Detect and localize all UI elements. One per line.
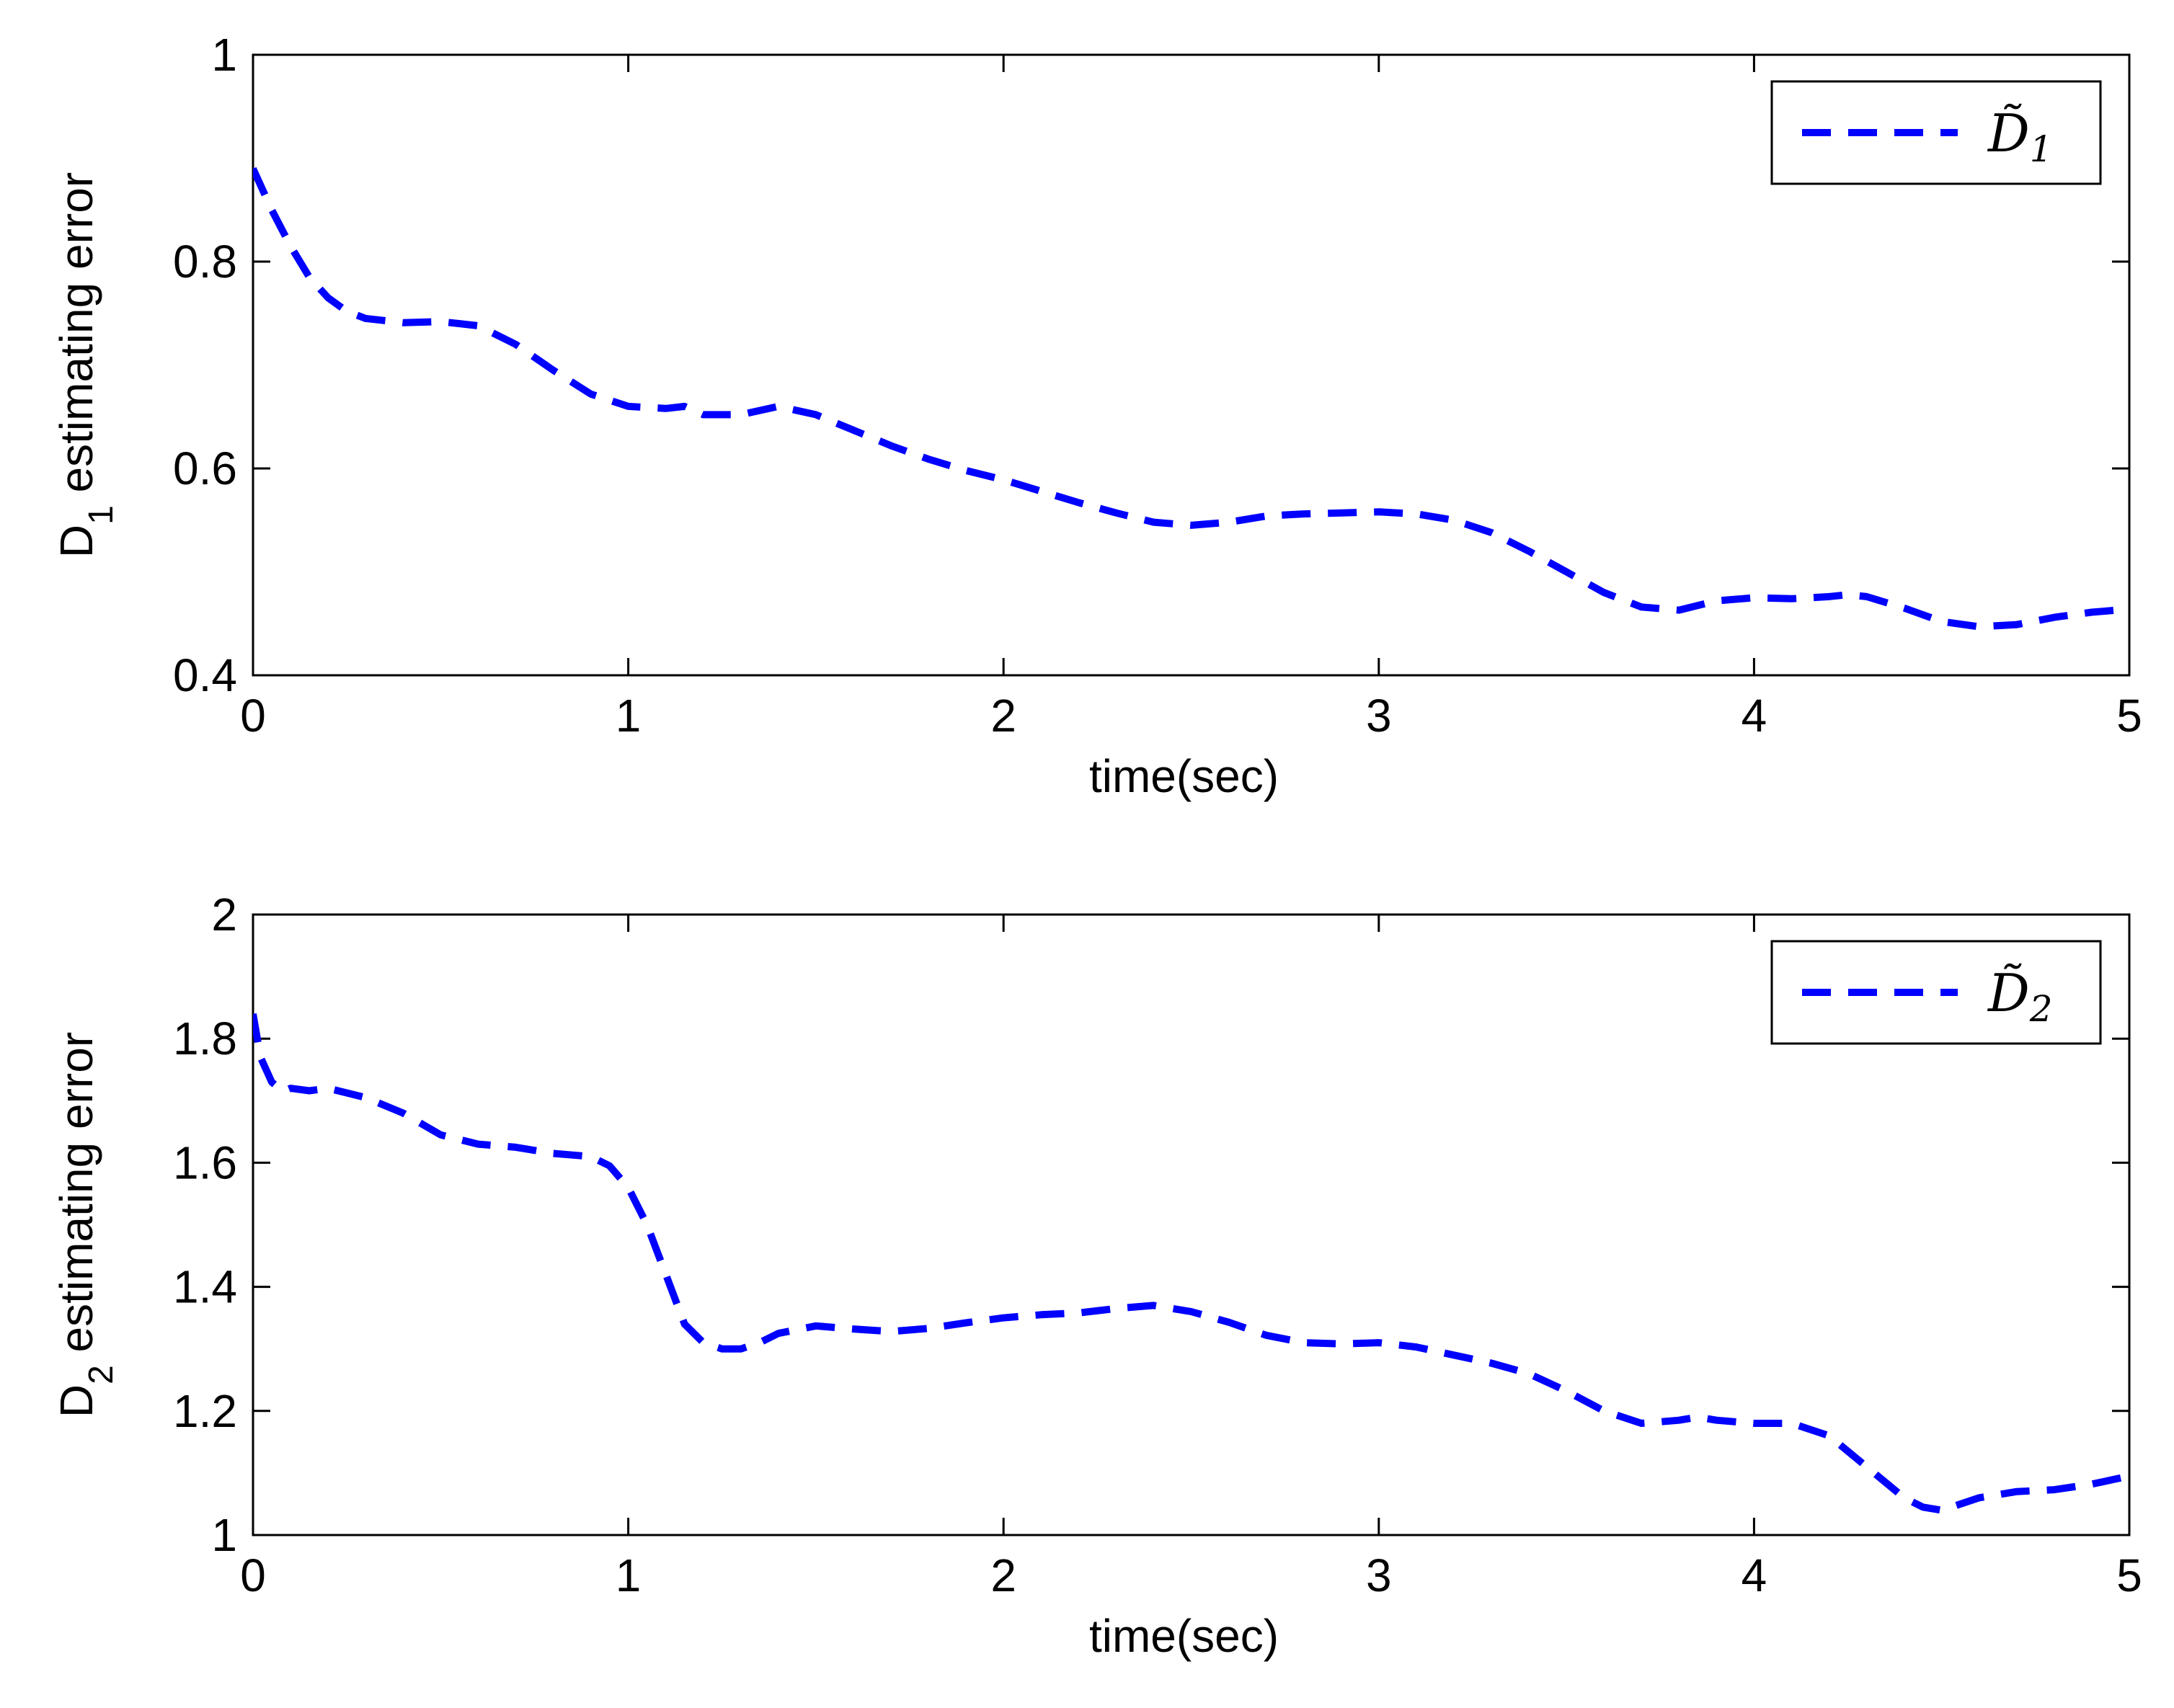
y-tick-label-1-1: 0.6 bbox=[173, 442, 237, 494]
series-line-2-0 bbox=[253, 1013, 2129, 1514]
y-tick-label-1-0: 0.4 bbox=[173, 649, 237, 701]
x-tick-label-2-3: 3 bbox=[1366, 1549, 1392, 1601]
subplot-1: 0 1 2 3 4 5 0.4 0.6 0.8 1 time(sec) D1 estimating e… bbox=[50, 29, 2142, 802]
y-axis-label-1: D1 estimating error bbox=[50, 172, 120, 558]
y-axis-label-2: D2 estimating error bbox=[50, 1032, 120, 1418]
y-tick-label-1-2: 0.8 bbox=[173, 236, 237, 288]
x-axis-label-1: time(sec) bbox=[1089, 750, 1279, 802]
legend-label-2: D̃2 bbox=[1987, 963, 2053, 1030]
y-tick-label-2-1: 1.2 bbox=[173, 1385, 237, 1437]
x-tick-label-1-3: 3 bbox=[1366, 690, 1392, 742]
legend-2: D̃2 bbox=[1770, 940, 2102, 1045]
series-line-1-0 bbox=[253, 166, 2129, 631]
y-tick-label-2-0: 1 bbox=[211, 1509, 237, 1561]
x-tick-label-2-0: 0 bbox=[240, 1549, 266, 1601]
x-tick-label-2-1: 1 bbox=[616, 1549, 642, 1601]
x-tick-label-1-4: 4 bbox=[1742, 690, 1767, 742]
axes-frame-2 bbox=[252, 913, 2131, 1536]
x-tick-label-2-2: 2 bbox=[990, 1549, 1016, 1601]
x-tick-label-1-0: 0 bbox=[240, 690, 266, 742]
x-tick-label-2-5: 5 bbox=[2116, 1549, 2142, 1601]
x-tick-label-1-5: 5 bbox=[2116, 690, 2142, 742]
y-tick-label-2-2: 1.4 bbox=[173, 1261, 237, 1313]
y-tick-label-2-4: 1.8 bbox=[173, 1013, 237, 1064]
y-tick-label-2-3: 1.6 bbox=[173, 1137, 237, 1188]
x-axis-label-2: time(sec) bbox=[1089, 1610, 1279, 1662]
x-tick-label-1-1: 1 bbox=[616, 690, 642, 742]
legend-1: D̃1 bbox=[1770, 80, 2102, 185]
x-tick-label-2-4: 4 bbox=[1742, 1549, 1767, 1601]
legend-label-1: D̃1 bbox=[1987, 103, 2053, 170]
y-tick-label-2-5: 2 bbox=[211, 889, 237, 940]
x-tick-label-1-2: 2 bbox=[990, 690, 1016, 742]
axes-frame-1 bbox=[252, 53, 2131, 677]
y-tick-label-1-3: 1 bbox=[211, 29, 237, 81]
